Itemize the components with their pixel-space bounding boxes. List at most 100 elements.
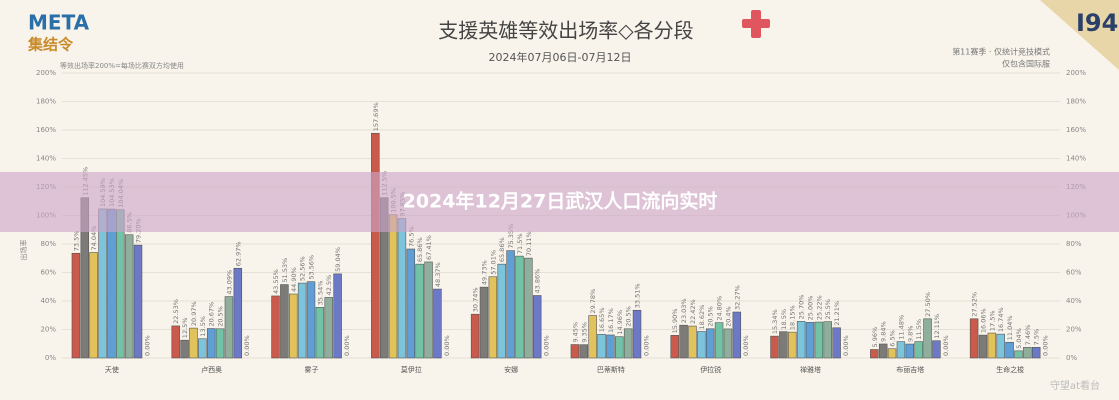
bar: [424, 261, 433, 359]
bar: [623, 328, 633, 359]
bar: [198, 338, 207, 359]
bar: [996, 333, 1005, 359]
y-axis-label: 出场率: [19, 240, 28, 261]
bar: [433, 288, 442, 359]
value-label: 20.4%: [724, 306, 732, 327]
bar: [905, 343, 915, 359]
value-label: 11.48%: [897, 315, 905, 340]
bar: [189, 327, 198, 359]
bar: [615, 336, 624, 359]
bar: [488, 276, 498, 359]
value-label: 71.5%: [516, 233, 524, 254]
bar: [805, 322, 815, 359]
bar: [297, 282, 307, 359]
y-tick-label: 40%: [40, 297, 56, 305]
value-label: 12.5%: [181, 318, 189, 339]
watermark: 守望at看台: [1050, 379, 1100, 392]
value-label: 16.06%: [979, 308, 987, 333]
value-label: 17.5%: [988, 310, 996, 331]
x-tick-label: 伊拉锐: [700, 365, 721, 374]
bar: [723, 328, 733, 359]
corner-fold: [1040, 0, 1119, 70]
bar: [597, 333, 606, 359]
value-label: 51.53%: [281, 258, 289, 283]
x-tick-label: 莫伊拉: [401, 365, 422, 374]
bar: [224, 296, 234, 359]
value-label: 35.54%: [316, 281, 324, 306]
y-tick-label: 20%: [1066, 326, 1082, 334]
value-label: 25.00%: [807, 296, 815, 321]
bar: [987, 332, 997, 359]
bar: [779, 331, 788, 359]
value-label: 43.86%: [534, 269, 542, 294]
overlay-title: 2024年12月27日武汉人口流向实时: [403, 190, 718, 213]
x-tick-label: 生命之梭: [996, 365, 1024, 374]
value-label: 0.00%: [243, 335, 251, 356]
bar: [1031, 347, 1041, 359]
bar: [796, 321, 806, 359]
bar: [515, 255, 524, 359]
value-label: 43.09%: [225, 270, 233, 295]
bar: [679, 324, 688, 359]
bar: [388, 214, 398, 359]
value-label: 22.53%: [172, 299, 180, 324]
value-label: 14.96%: [616, 310, 624, 335]
bar: [770, 335, 779, 359]
y-tick-label: 80%: [40, 240, 56, 248]
bar: [887, 348, 897, 359]
value-label: 7.5%: [1033, 329, 1041, 346]
value-label: 20.5%: [625, 306, 633, 327]
bar: [788, 331, 797, 359]
value-label: 11.5%: [915, 319, 923, 340]
value-label: 49.73%: [480, 260, 488, 285]
y-tick-label: 160%: [1066, 126, 1086, 134]
bar: [570, 344, 580, 359]
value-label: 18.5%: [780, 309, 788, 330]
bar: [823, 321, 832, 359]
bar: [606, 334, 615, 359]
value-label: 29.78%: [589, 289, 597, 314]
bar: [632, 309, 642, 359]
brand: I94: [1076, 9, 1118, 37]
value-label: 0.00%: [443, 335, 451, 356]
bar: [969, 318, 979, 359]
bar: [506, 250, 515, 359]
bar: [932, 340, 941, 359]
bar: [896, 341, 906, 359]
bar: [124, 234, 134, 359]
bar: [714, 322, 724, 359]
value-label: 5.96%: [871, 327, 879, 348]
value-label: 30.74%: [472, 287, 480, 312]
value-label: 15.90%: [671, 309, 679, 334]
value-label: 16.17%: [607, 308, 615, 333]
bar: [688, 325, 697, 359]
bar: [280, 284, 289, 359]
value-label: 0.00%: [543, 335, 551, 356]
bar: [532, 295, 542, 359]
bar: [914, 341, 923, 359]
value-label: 9.8%: [906, 326, 914, 343]
value-label: 33.51%: [634, 283, 642, 308]
value-label: 74.04%: [90, 226, 98, 251]
value-label: 0.00%: [1042, 335, 1050, 356]
x-tick-label: 卢西奥: [201, 365, 222, 374]
y-tick-label: 0%: [1066, 354, 1077, 362]
y-tick-label: 160%: [36, 126, 56, 134]
value-label: 62.97%: [234, 241, 242, 266]
value-label: 25.22%: [815, 295, 823, 320]
value-label: 20.67%: [208, 302, 216, 327]
logo: META: [28, 11, 90, 35]
bar: [1014, 350, 1023, 359]
value-label: 12.11%: [933, 314, 941, 339]
value-label: 44.90%: [290, 267, 298, 292]
y-tick-label: 0%: [45, 354, 56, 362]
bar: [397, 218, 407, 359]
bar: [1023, 347, 1032, 359]
bar: [832, 327, 841, 359]
bar: [406, 248, 416, 359]
bar: [705, 328, 715, 359]
value-label: 18.15%: [789, 305, 797, 330]
bar: [978, 334, 988, 359]
value-label: 21.21%: [833, 301, 841, 326]
